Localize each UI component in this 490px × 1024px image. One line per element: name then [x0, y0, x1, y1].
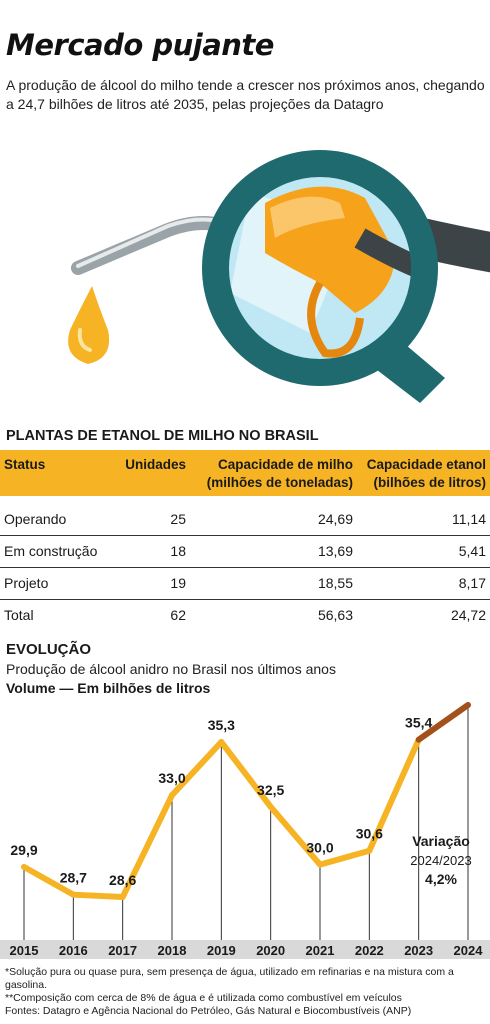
magnifier-fuel-nozzle-icon [68, 150, 490, 403]
header-status: Status [4, 457, 46, 472]
production-line-chart: 29,928,728,633,035,332,530,030,635,436,9… [0, 702, 490, 959]
header-ethanol-2: (bilhões de litros) [373, 475, 486, 490]
row-units: 18 [170, 543, 186, 559]
footnotes: *Solução pura ou quase pura, sem presenç… [5, 966, 487, 1018]
row-corn: 24,69 [317, 511, 353, 527]
x-axis-band [0, 940, 490, 959]
data-label-2019: 35,3 [208, 717, 235, 733]
data-label-2016: 28,7 [60, 870, 87, 886]
header-corn-1: Capacidade de milho [217, 457, 353, 472]
series-segment [218, 739, 274, 810]
row-units: 25 [170, 511, 186, 527]
plants-table: Status Unidades Capacidade de milho (mil… [0, 450, 490, 631]
table-row: Operando 25 24,69 11,14 [0, 504, 490, 536]
variation-value: 4,2% [425, 871, 457, 887]
row-units: 19 [170, 575, 186, 591]
sources: Fontes: Datagro e Agência Nacional do Pe… [5, 1005, 412, 1017]
table-header: Status Unidades Capacidade de milho (mil… [0, 450, 490, 496]
row-status: Operando [4, 511, 67, 527]
footnote-2: **Composição com cerca de 8% de água e é… [5, 992, 402, 1004]
header-units: Unidades [125, 457, 186, 472]
row-status: Em construção [4, 543, 98, 559]
data-label-2021: 30,0 [306, 840, 333, 856]
x-tick-2020: 2020 [256, 943, 285, 958]
variation-label: Variação [412, 833, 470, 849]
series-segment [21, 863, 77, 898]
row-ethanol: 5,41 [458, 543, 486, 559]
x-tick-2023: 2023 [404, 943, 433, 958]
page-title: Mercado pujante [6, 28, 274, 62]
table-title: PLANTAS DE ETANOL DE MILHO NO BRASIL [6, 428, 319, 444]
evolution-title: EVOLUÇÃO [6, 641, 92, 658]
evolution-subtitle: Produção de álcool anidro no Brasil nos … [6, 661, 336, 677]
row-ethanol: 11,14 [452, 511, 486, 527]
header-corn-2: (milhões de toneladas) [206, 475, 353, 490]
variation-annotation: Variação 2024/2023 4,2% [410, 833, 471, 887]
series-segment [317, 847, 373, 868]
x-tick-2015: 2015 [10, 943, 39, 958]
row-corn: 13,69 [317, 543, 353, 559]
x-tick-2019: 2019 [207, 943, 236, 958]
table-row-total: Total 62 56,63 24,72 [0, 600, 490, 631]
x-tick-2021: 2021 [306, 943, 335, 958]
x-tick-2024: 2024 [454, 943, 484, 958]
row-corn: 18,55 [317, 575, 353, 591]
data-label-2020: 32,5 [257, 782, 284, 798]
series-segment [70, 891, 126, 900]
row-status: Total [4, 607, 34, 623]
evolution-volume-label: Volume — Em bilhões de litros [6, 680, 211, 696]
row-ethanol: 8,17 [458, 575, 486, 591]
data-label-2022: 30,6 [356, 826, 383, 842]
x-tick-2018: 2018 [158, 943, 187, 958]
table-row: Em construção 18 13,69 5,41 [0, 536, 490, 568]
variation-period: 2024/2023 [410, 853, 471, 868]
header-ethanol-1: Capacidade etanol [366, 457, 486, 472]
data-label-2015: 29,9 [10, 842, 37, 858]
series-segment [169, 739, 225, 799]
x-tick-2017: 2017 [108, 943, 137, 958]
series-segment [366, 736, 422, 854]
data-label-2023: 35,4 [405, 715, 432, 731]
data-label-2017: 28,6 [109, 872, 136, 888]
x-tick-2016: 2016 [59, 943, 88, 958]
page-subtitle: A produção de álcool do milho tende a cr… [6, 77, 485, 112]
row-corn: 56,63 [317, 607, 353, 623]
x-tick-2022: 2022 [355, 943, 384, 958]
table-row: Projeto 19 18,55 8,17 [0, 568, 490, 600]
series-segment [119, 792, 175, 900]
data-label-2018: 33,0 [158, 770, 185, 786]
footnote-1: *Solução pura ou quase pura, sem presenç… [5, 966, 454, 991]
row-units: 62 [170, 607, 186, 623]
row-status: Projeto [4, 575, 49, 591]
series-segment [267, 803, 323, 868]
series-segment-highlight [415, 702, 471, 743]
row-ethanol: 24,72 [450, 607, 486, 623]
